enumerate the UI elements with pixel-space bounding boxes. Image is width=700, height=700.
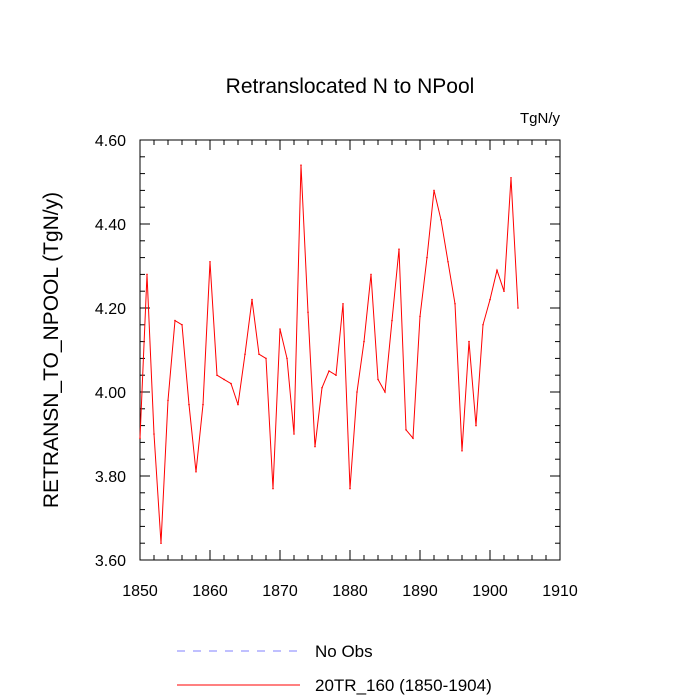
data-point xyxy=(405,429,407,431)
data-point xyxy=(272,487,274,490)
data-point xyxy=(496,269,498,272)
data-point xyxy=(412,437,414,440)
data-point xyxy=(489,298,491,301)
data-point xyxy=(517,307,519,309)
y-axis-label: RETRANSN_TO_NPOOL (TgN/y) xyxy=(40,192,63,508)
data-point xyxy=(181,324,183,326)
data-point xyxy=(433,189,435,192)
data-point xyxy=(244,353,246,356)
x-tick-label: 1850 xyxy=(122,583,158,600)
series-group xyxy=(139,164,519,544)
data-point xyxy=(468,340,470,343)
plot-frame xyxy=(139,139,561,561)
data-point xyxy=(391,319,393,322)
series-line xyxy=(139,165,519,544)
data-point xyxy=(223,378,225,381)
axis-tick-labels: 1850 1860 1870 1880 1890 1900 1910 3.60 3.80 4.00… xyxy=(95,133,578,600)
y-tick-label: 4.40 xyxy=(95,217,126,234)
axis-ticks xyxy=(139,139,561,561)
data-point xyxy=(202,403,204,406)
data-point xyxy=(237,403,239,406)
data-point xyxy=(265,357,267,360)
y-tick-label: 3.60 xyxy=(95,553,126,570)
data-point xyxy=(216,374,218,377)
data-point xyxy=(384,391,386,393)
data-point xyxy=(349,487,351,490)
data-point xyxy=(370,273,372,276)
data-point xyxy=(440,219,442,221)
data-point xyxy=(503,290,505,293)
legend-label: 20TR_160 (1850-1904) xyxy=(315,676,492,695)
chart-title: Retranslocated N to NPool xyxy=(226,75,475,98)
data-point xyxy=(174,319,176,322)
data-point xyxy=(160,542,162,544)
y-tick-label: 4.00 xyxy=(95,385,126,402)
units-label: TgN/y xyxy=(520,110,561,127)
data-point xyxy=(195,471,197,473)
data-point xyxy=(146,273,148,276)
x-tick-label: 1870 xyxy=(262,583,298,600)
data-point xyxy=(419,315,421,318)
x-tick-label: 1890 xyxy=(402,583,438,600)
data-point xyxy=(363,340,365,343)
data-point xyxy=(377,378,379,381)
data-point xyxy=(188,403,190,406)
legend-label: No Obs xyxy=(315,642,373,661)
legend: No Obs 20TR_160 (1850-1904) xyxy=(177,642,492,695)
data-point xyxy=(300,164,302,166)
y-tick-label: 4.60 xyxy=(95,133,126,150)
y-tick-label: 3.80 xyxy=(95,469,126,486)
y-tick-label: 4.20 xyxy=(95,301,126,318)
data-point xyxy=(328,370,330,372)
data-point xyxy=(209,261,211,263)
data-point xyxy=(510,177,512,179)
data-point xyxy=(426,256,428,259)
data-point xyxy=(356,391,358,393)
data-point xyxy=(286,357,288,360)
x-tick-label: 1880 xyxy=(332,583,368,600)
data-point xyxy=(279,328,281,330)
data-point xyxy=(475,424,477,427)
x-tick-label: 1860 xyxy=(192,583,228,600)
data-point xyxy=(454,303,456,305)
data-point xyxy=(307,311,309,314)
data-point xyxy=(230,382,232,385)
data-point xyxy=(139,437,141,440)
data-point xyxy=(167,399,169,402)
data-point xyxy=(398,248,400,250)
data-point xyxy=(482,324,484,326)
data-point xyxy=(321,387,323,389)
x-tick-label: 1900 xyxy=(472,583,508,600)
data-point xyxy=(461,450,463,452)
data-point xyxy=(293,433,295,435)
data-point xyxy=(251,298,253,301)
data-point xyxy=(342,303,344,305)
data-point xyxy=(258,353,260,356)
data-point xyxy=(314,445,316,448)
data-point xyxy=(153,433,155,435)
x-tick-label: 1910 xyxy=(542,583,578,600)
data-point xyxy=(447,261,449,263)
data-point xyxy=(335,374,337,377)
